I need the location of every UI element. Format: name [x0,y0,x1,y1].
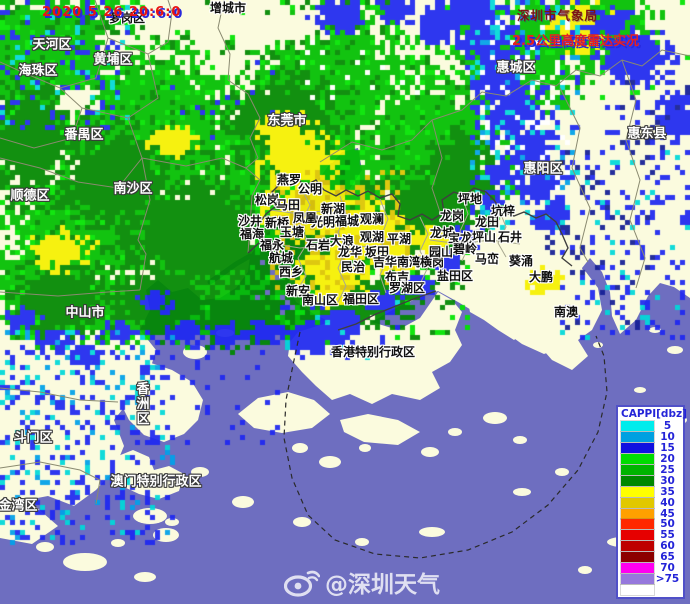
legend-row: 40 [620,496,681,509]
legend-value: 70 [660,562,675,575]
legend-value: 50 [660,518,675,531]
legend-swatch [620,496,655,509]
legend-swatch [620,507,655,520]
legend-swatch [620,551,655,564]
legend-row: 15 [620,442,681,455]
agency-title: 深圳市气象局 [517,8,599,23]
weibo-eye-icon [284,566,320,598]
legend-swatch [620,562,655,575]
watermark-text: @深圳天气 [325,572,440,598]
legend-row: >75 [620,572,681,585]
legend-row: 55 [620,529,681,542]
legend-row: 5 [620,420,681,433]
legend-row: 30 [620,474,681,487]
legend-title: CAPPI[dbz] [621,408,687,420]
legend-swatch [620,464,655,476]
legend-rows: 5 10 15 20 25 30 35 40 45 50 55 60 65 70 >75 [620,420,681,596]
legend-swatch [620,518,655,531]
legend-value: 35 [660,485,675,498]
legend-swatch [620,583,655,596]
timestamp: 2020 5 26 20:6:0 [42,5,182,20]
legend-swatch [620,474,655,487]
legend-swatch [620,431,655,444]
legend-swatch [620,485,655,498]
legend-row: 10 [620,431,681,444]
legend-value: 25 [660,464,675,477]
watermark: @深圳天气 [284,565,440,599]
legend-row [620,583,681,596]
legend-value: 55 [660,529,675,542]
legend-swatch [620,529,655,542]
legend-value: 5 [663,420,672,433]
product-title: 2.5公里高度雷达实况 [512,34,640,49]
legend-row: 70 [620,562,681,575]
legend-row: 35 [620,485,681,498]
legend-value: 30 [660,474,675,487]
legend-value: 40 [660,496,675,509]
legend-value: 10 [660,431,675,444]
legend-row: 20 [620,453,681,466]
legend-swatch [620,540,655,553]
radar-legend: CAPPI[dbz] 5 10 15 20 25 30 35 40 45 50 55 60 65 70 >7… [616,405,687,599]
legend-row: 50 [620,518,681,531]
legend-swatch [620,572,655,585]
legend-row: 45 [620,507,681,520]
legend-swatch [620,420,655,433]
legend-value: 60 [660,540,675,553]
legend-value: 45 [660,507,675,520]
legend-value: >75 [655,572,680,585]
legend-row: 65 [620,551,681,564]
legend-value: 15 [660,442,675,455]
legend-swatch [620,442,655,455]
legend-value: 65 [660,551,675,564]
legend-value: 20 [660,453,675,466]
legend-row: 25 [620,464,681,477]
legend-row: 60 [620,540,681,553]
legend-swatch [620,453,655,466]
